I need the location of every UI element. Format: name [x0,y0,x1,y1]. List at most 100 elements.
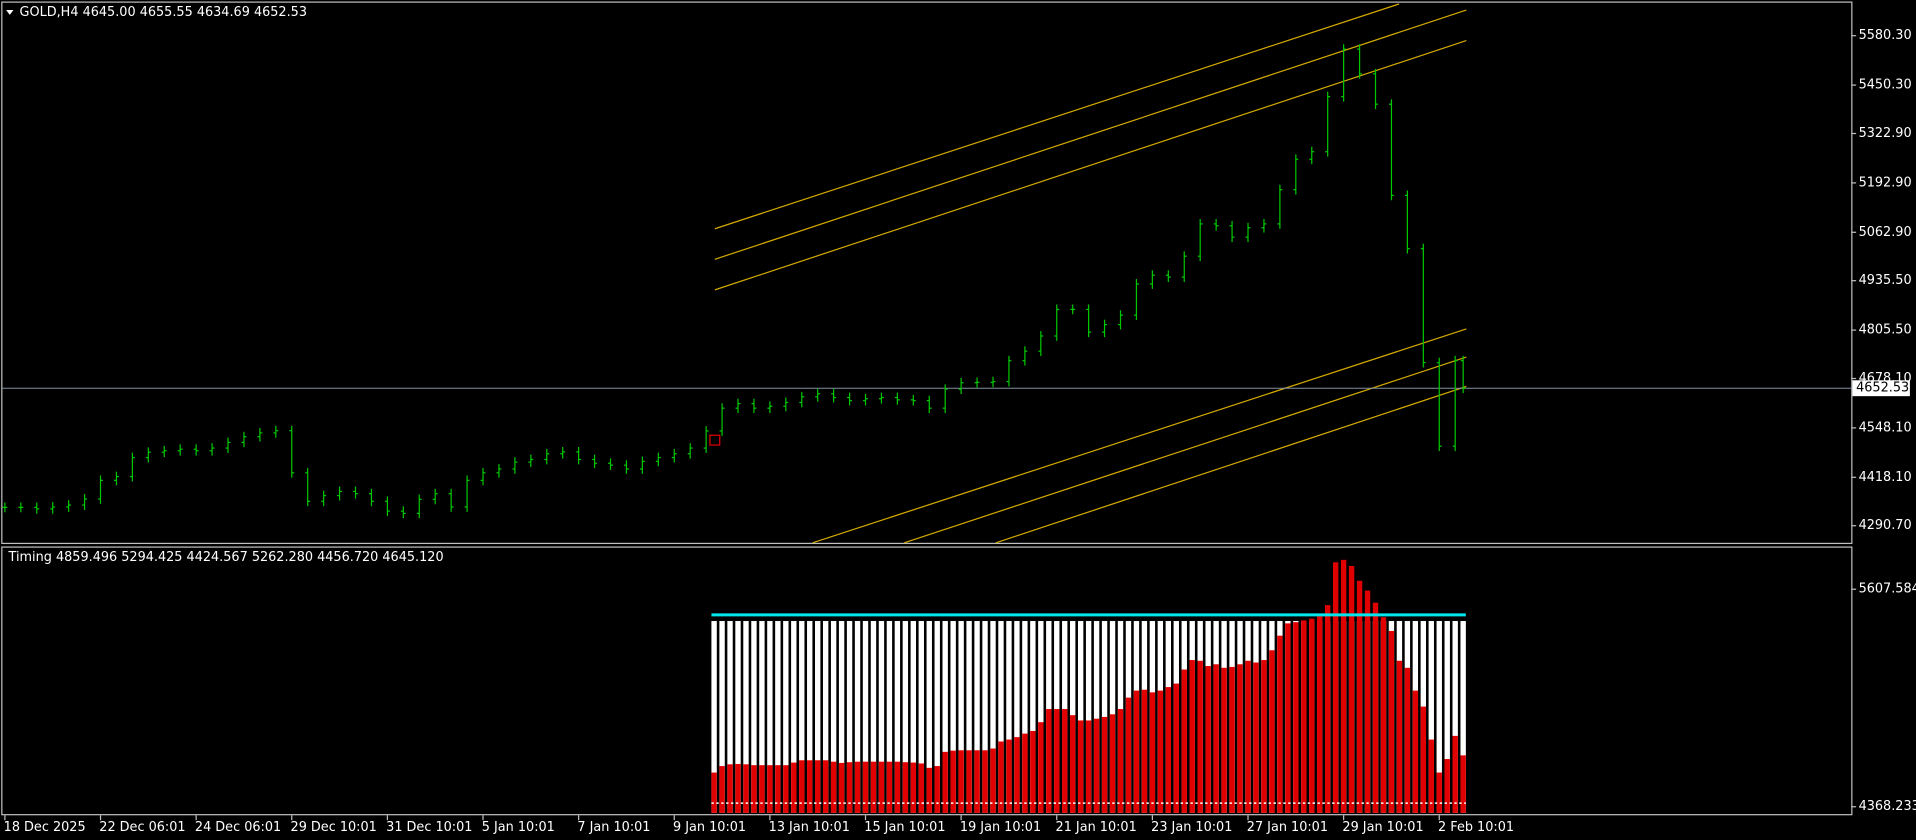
y-tick-label: 4418.10 [1859,470,1912,485]
price-bar [910,394,916,406]
price-bar [1357,44,1363,79]
channel-line [995,385,1467,544]
price-bar [1420,243,1426,368]
timing-bar [902,762,909,813]
band-bar [1428,621,1434,813]
band-bar [950,621,956,813]
timing-bar [1221,667,1227,813]
timing-bar [1006,739,1012,813]
band-bar [1460,621,1466,813]
timing-bar [886,761,893,813]
timing-bar [1404,667,1411,813]
price-bar [448,488,454,512]
x-tick-label: 27 Jan 10:01 [1247,820,1328,835]
band-bar [751,621,757,813]
price-bar [1245,222,1251,243]
price-bar [990,376,996,388]
band-bar [1077,621,1084,813]
price-bar [289,425,295,478]
y-tick-label: 5580.30 [1859,28,1912,43]
timing-bar [1261,660,1267,813]
timing-bar [1038,722,1044,813]
timing-bar [934,766,940,813]
timing-bar [1054,709,1060,813]
indicator-header: Timing 4859.496 5294.425 4424.567 5262.2… [8,550,444,565]
price-bar [942,384,948,414]
timing-bar [1436,772,1442,813]
band-bar [878,621,885,813]
price-bar [1022,346,1028,366]
timing-bar [1173,683,1179,813]
timing-bar [799,760,805,813]
price-bar [1452,355,1458,452]
timing-bar [1285,623,1291,813]
timing-bar [1277,635,1283,813]
price-bar [974,377,980,388]
timing-bar [775,765,781,813]
timing-bar [1269,650,1275,813]
timing-bar [1245,660,1251,813]
timing-bar [990,748,996,813]
band-bar [1006,621,1012,813]
price-bar [958,377,964,395]
timing-bar [1046,709,1052,813]
price-bar [2,502,8,513]
timing-bar [1317,615,1323,813]
price-bar [783,397,789,412]
price-bar [496,464,502,478]
price-bar [416,494,422,519]
price-bar [1102,319,1108,338]
price-bar [879,392,884,404]
current-price-label: 4652.53 [1856,381,1909,396]
y-tick-label: 5607.584 [1859,582,1916,597]
timing-bar [878,761,885,813]
order-marker [709,434,721,446]
x-tick-label: 23 Jan 10:01 [1151,820,1232,835]
menu-arrow[interactable] [6,10,14,15]
price-bar [1460,355,1466,394]
price-bar [1293,154,1299,195]
timing-bar [1141,689,1148,813]
y-tick-label: 5062.90 [1859,225,1912,240]
band-bar [815,621,821,813]
timing-bar [751,765,757,813]
y-tick-label: 4368.233 [1859,799,1916,814]
band-bar [799,621,805,813]
price-bar [1309,146,1315,165]
channel-line [812,328,1467,544]
price-bar [592,454,598,469]
timing-bar [1133,690,1140,813]
timing-bar [1070,715,1076,813]
price-bar [34,502,40,514]
y-tick-label: 4935.50 [1859,273,1912,288]
band-bar [1038,621,1044,813]
price-bar [1229,220,1235,243]
timing-bar [830,761,837,813]
timing-bar [1062,709,1068,813]
price-bar [1165,270,1171,282]
timing-bar [1022,733,1028,813]
band-bar [1436,621,1442,813]
x-tick-label: 19 Jan 10:01 [960,820,1041,835]
band-bar [910,621,917,813]
band-bar [1014,621,1020,813]
timing-bar [982,750,988,813]
timing-bar [1181,669,1187,813]
timing-bar [1356,580,1363,813]
price-bar [114,471,119,486]
band-bar [719,621,725,813]
price-bar [353,486,358,499]
timing-bar [1380,617,1387,813]
timing-bar [862,761,869,813]
price-bar [608,458,613,471]
price-bar [1134,279,1139,320]
band-bar [1093,621,1100,813]
band-bar [886,621,893,813]
timing-bar [783,765,789,813]
x-tick-label: 29 Dec 10:01 [291,820,377,835]
timing-bar [1340,559,1347,813]
band-bar [759,621,765,813]
price-bar [544,448,550,465]
price-panel [1,1,1853,545]
band-bar [862,621,869,813]
